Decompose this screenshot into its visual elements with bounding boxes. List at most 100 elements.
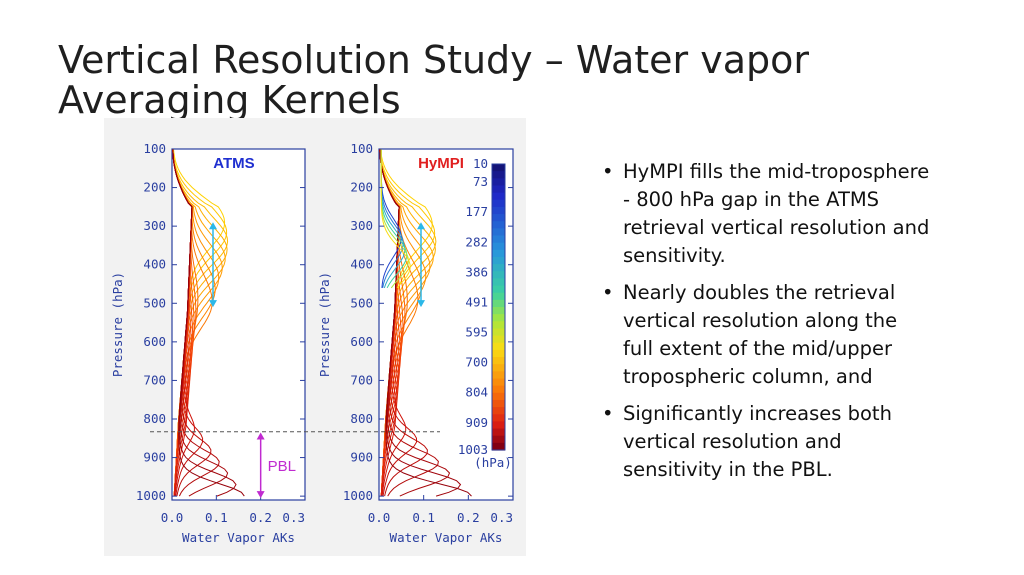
x-tick-label: 0.3 [282, 510, 305, 525]
colorbar-label: 909 [465, 415, 488, 430]
colorbar-segment [492, 428, 505, 437]
arrow-down-icon [417, 300, 425, 308]
colorbar-label: 177 [465, 204, 488, 219]
y-axis-label: Pressure (hPa) [110, 272, 125, 377]
y-tick-label: 100 [143, 141, 166, 156]
colorbar-segment [492, 321, 505, 330]
x-tick-label: 0.0 [161, 510, 184, 525]
y-tick-label: 300 [143, 218, 166, 233]
bullet-list: • HyMPI fills the mid-troposphere - 800 h… [602, 158, 932, 493]
arrow-up-icon [209, 222, 217, 230]
colorbar-segment [492, 164, 505, 172]
y-tick-label: 600 [350, 334, 373, 349]
colorbar-segment [492, 378, 505, 387]
y-tick-label: 400 [143, 257, 166, 272]
bullet-dot-icon: • [602, 281, 614, 304]
chart-panel-hympi: 100 200 300 400 500 600 700 800 900 1000 0.0 0.1 0.2… [317, 141, 514, 545]
colorbar-segment [492, 171, 505, 179]
colorbar-unit: (hPa) [474, 455, 512, 470]
colorbar: 10 73 177 282 386 491 595 700 804 909 1003(hPa) [458, 156, 512, 470]
colorbar-segment [492, 435, 505, 444]
colorbar-segment [492, 242, 505, 251]
y-tick-label: 700 [350, 372, 373, 387]
colorbar-segment [492, 206, 505, 215]
colorbar-label: 595 [465, 324, 488, 339]
bullet-text: Nearly doubles the retrieval vertical re… [623, 281, 898, 388]
x-tick-label: 0.1 [205, 510, 228, 525]
colorbar-segment [492, 235, 505, 244]
x-tick-label: 0.0 [368, 510, 391, 525]
pbl-label: PBL [268, 458, 296, 475]
colorbar-label: 804 [465, 385, 488, 400]
colorbar-label: 282 [465, 234, 488, 249]
ak-profile-line [379, 148, 472, 497]
ak-curves [172, 148, 245, 497]
y-tick-label: 700 [143, 372, 166, 387]
colorbar-label: 1003 [458, 442, 488, 457]
arrow-up-icon [417, 222, 425, 230]
colorbar-segment [492, 335, 505, 344]
arrow-down-icon [209, 300, 217, 308]
panel-label: HyMPI [418, 155, 464, 172]
y-tick-label: 200 [350, 180, 373, 195]
x-tick-label: 0.1 [412, 510, 435, 525]
colorbar-frame [491, 163, 506, 451]
x-axis-label: Water Vapor AKs [182, 530, 295, 545]
ak-curves [379, 148, 472, 497]
y-tick-label: 400 [350, 257, 373, 272]
colorbar-segment [492, 421, 505, 430]
x-axis-label: Water Vapor AKs [390, 530, 503, 545]
y-tick-label: 600 [143, 334, 166, 349]
arrow-down-icon [256, 491, 265, 499]
bullet-item: • Significantly increases both vertical r… [602, 400, 932, 484]
bullet-item: • Nearly doubles the retrieval vertical r… [602, 279, 932, 391]
y-tick-label: 900 [350, 450, 373, 465]
colorbar-segment [492, 364, 505, 372]
bullet-text: Significantly increases both vertical re… [623, 402, 892, 481]
colorbar-segment [492, 199, 505, 208]
colorbar-segment [492, 249, 505, 258]
colorbar-segment [492, 314, 505, 322]
colorbar-label: 10 [473, 156, 488, 171]
colorbar-label: 491 [465, 295, 488, 310]
y-tick-label: 1000 [136, 488, 166, 503]
colorbar-segment [492, 307, 505, 315]
colorbar-segment [492, 442, 505, 451]
y-axis-label: Pressure (hPa) [317, 272, 332, 377]
colorbar-segment [492, 221, 505, 229]
colorbar-segment [492, 407, 505, 415]
colorbar-segment [492, 299, 505, 308]
colorbar-segment [492, 399, 505, 408]
ak-profile-line [172, 148, 245, 497]
colorbar-segment [492, 342, 505, 351]
colorbar-segment [492, 214, 505, 222]
y-tick-label: 1000 [343, 488, 373, 503]
colorbar-segment [492, 349, 505, 358]
colorbar-segment [492, 185, 505, 194]
colorbar-segment [492, 385, 505, 394]
y-tick-label: 300 [350, 218, 373, 233]
colorbar-segment [492, 292, 505, 301]
colorbar-label: 73 [473, 174, 488, 189]
colorbar-segment [492, 328, 505, 337]
y-tick-label: 900 [143, 450, 166, 465]
y-tick-label: 100 [350, 141, 373, 156]
colorbar-segment [492, 228, 505, 237]
bullet-dot-icon: • [602, 160, 614, 183]
slide-title: Vertical Resolution Study – Water vapor … [58, 38, 810, 122]
y-tick-label: 500 [143, 295, 166, 310]
y-tick-label: 800 [350, 411, 373, 426]
colorbar-label: 386 [465, 264, 488, 279]
arrow-up-icon [256, 432, 265, 440]
chart-figure: 100 200 300 400 500 600 700 800 900 1000 0.0 0.1 0.2… [104, 118, 526, 556]
colorbar-segment [492, 357, 505, 365]
colorbar-segment [492, 256, 505, 265]
ak-profile-line [380, 149, 411, 289]
bullet-text: HyMPI fills the mid-troposphere - 800 hP… [623, 160, 930, 267]
colorbar-segment [492, 271, 505, 279]
colorbar-segment [492, 178, 505, 187]
y-tick-label: 500 [350, 295, 373, 310]
colorbar-segment [492, 192, 505, 201]
x-tick-label: 0.2 [457, 510, 480, 525]
colorbar-segment [492, 392, 505, 401]
